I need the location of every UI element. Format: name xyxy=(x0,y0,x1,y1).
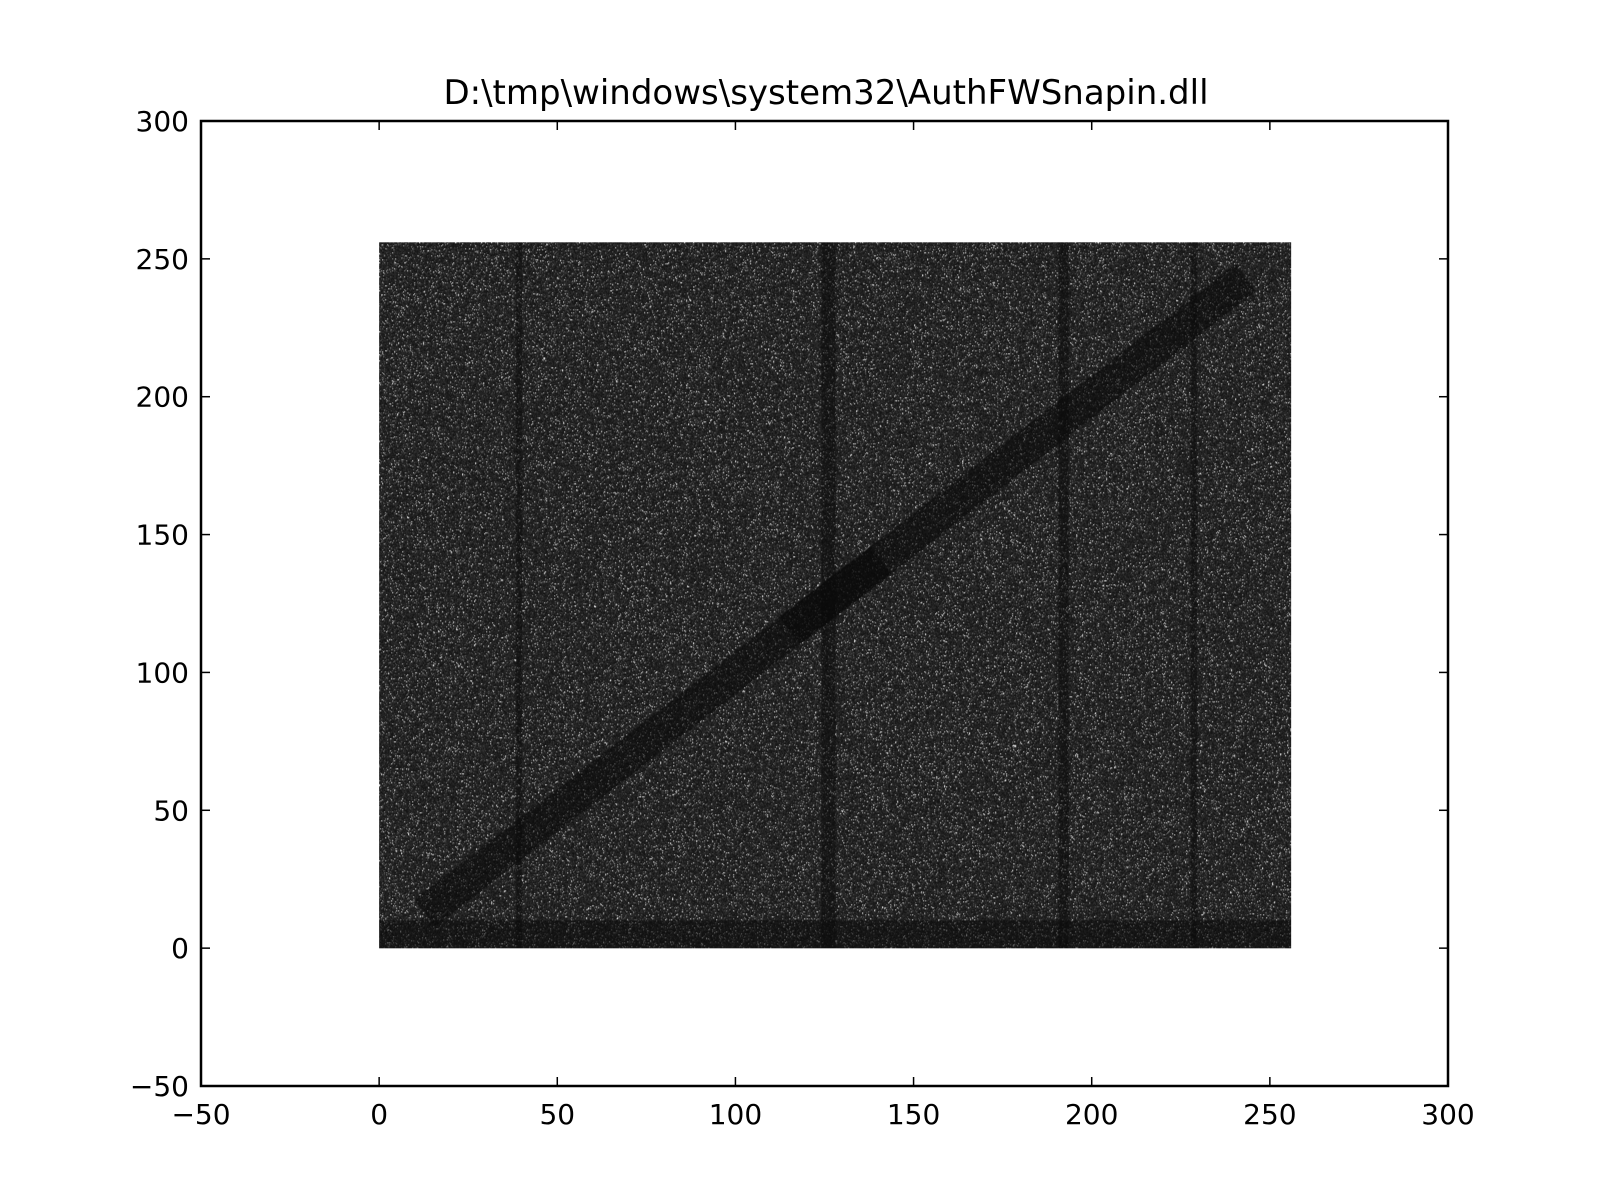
y-tick-label: 100 xyxy=(136,656,189,689)
y-tick-label: 0 xyxy=(171,932,189,965)
data-layer xyxy=(379,242,1292,949)
x-tick-label: 150 xyxy=(887,1098,940,1131)
x-tick-label: 300 xyxy=(1421,1098,1474,1131)
y-tick-label: 50 xyxy=(153,794,189,827)
y-tick-label: 200 xyxy=(136,381,189,414)
x-tick-label: 200 xyxy=(1065,1098,1118,1131)
x-tick-label: −50 xyxy=(171,1098,230,1131)
plot-area: −50 0 50 100 150 200 250 300 −50 0 50 100 150 200 250… xyxy=(130,105,1475,1131)
x-tick-label: 50 xyxy=(539,1098,575,1131)
y-tick-label: −50 xyxy=(130,1070,189,1103)
y-axis: −50 0 50 100 150 200 250 300 xyxy=(130,105,1448,1103)
byte-pair-scatter xyxy=(379,242,1292,949)
y-tick-label: 150 xyxy=(136,519,189,552)
y-tick-label: 300 xyxy=(136,105,189,138)
x-axis: −50 0 50 100 150 200 250 300 xyxy=(171,121,1475,1131)
x-tick-label: 250 xyxy=(1243,1098,1296,1131)
x-tick-label: 100 xyxy=(709,1098,762,1131)
chart-title: D:\tmp\windows\system32\AuthFWSnapin.dll xyxy=(443,73,1208,113)
axes-frame xyxy=(199,119,1450,1088)
x-tick-label: 0 xyxy=(370,1098,388,1131)
y-tick-label: 250 xyxy=(136,243,189,276)
